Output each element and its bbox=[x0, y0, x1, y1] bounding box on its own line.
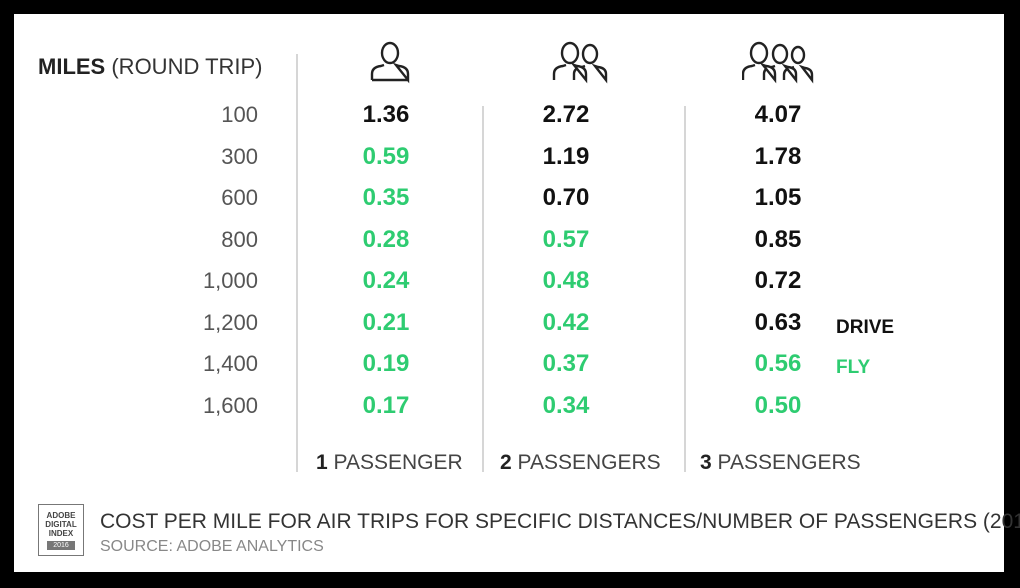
table-cell: 0.37 bbox=[542, 350, 590, 377]
row-header-bold: MILES bbox=[38, 54, 106, 79]
table-cell: 0.85 bbox=[754, 225, 802, 253]
table-cell: 0.21 bbox=[362, 308, 410, 336]
col-label-3: 3 PASSENGERS bbox=[700, 451, 861, 475]
one-person-icon bbox=[370, 41, 410, 84]
table-cell: 0.35 bbox=[362, 184, 410, 211]
table-cell: 0.63 bbox=[754, 308, 802, 336]
col-text-3: PASSENGERS bbox=[717, 451, 861, 474]
source-note: SOURCE: ADOBE ANALYTICS bbox=[100, 538, 324, 555]
row-label: 300 bbox=[221, 143, 258, 169]
table-cell: 0.24 bbox=[362, 267, 410, 294]
badge-year: 2016 bbox=[47, 541, 75, 550]
legend-drive: DRIVE bbox=[836, 317, 895, 338]
table-cell: 0.57 bbox=[542, 225, 590, 253]
row-label: 1,400 bbox=[202, 351, 258, 376]
table-cell: 0.17 bbox=[362, 391, 410, 419]
table-cell: 0.50 bbox=[754, 391, 802, 419]
table-cell: 1.19 bbox=[542, 142, 590, 170]
table-cell: 1.05 bbox=[754, 184, 802, 211]
badge-line-2: DIGITAL bbox=[45, 520, 77, 529]
divider-col2 bbox=[482, 106, 484, 472]
row-label: 1,000 bbox=[202, 268, 258, 293]
col-text-2: PASSENGERS bbox=[517, 451, 661, 474]
infographic-card: MILES (ROUND TRIP) 100 300 600 800 1,000 1,20… bbox=[14, 14, 1020, 572]
three-people-icon bbox=[742, 41, 814, 84]
table-cell: 0.56 bbox=[754, 350, 802, 377]
table-cell: 0.48 bbox=[542, 267, 590, 294]
col-label-2: 2 PASSENGERS bbox=[500, 451, 661, 475]
divider-col3 bbox=[684, 106, 686, 472]
table-cell: 2.72 bbox=[542, 101, 590, 128]
col-num-1: 1 bbox=[316, 451, 328, 474]
col-num-3: 3 bbox=[700, 451, 712, 474]
table-cell: 0.34 bbox=[542, 391, 590, 419]
table-cell: 1.36 bbox=[362, 101, 410, 128]
caption: COST PER MILE FOR AIR TRIPS FOR SPECIFIC… bbox=[100, 510, 1020, 533]
badge-line-1: ADOBE bbox=[46, 511, 76, 520]
legend-fly: FLY bbox=[836, 357, 871, 378]
row-label: 1,200 bbox=[202, 309, 258, 335]
table-cell: 0.19 bbox=[362, 350, 410, 377]
row-header: MILES (ROUND TRIP) bbox=[38, 54, 263, 80]
row-label: 100 bbox=[221, 102, 258, 127]
col-label-1: 1 PASSENGER bbox=[316, 451, 463, 475]
table-cell: 0.28 bbox=[362, 225, 410, 253]
row-label: 1,600 bbox=[202, 392, 258, 418]
table-cell: 0.72 bbox=[754, 267, 802, 294]
row-label: 800 bbox=[221, 226, 258, 252]
col-text-1: PASSENGER bbox=[333, 451, 463, 474]
table-cell: 0.59 bbox=[362, 142, 410, 170]
divider-main bbox=[296, 54, 298, 472]
col-num-2: 2 bbox=[500, 451, 512, 474]
table-cell: 0.70 bbox=[542, 184, 590, 211]
two-people-icon bbox=[552, 41, 608, 84]
table-cell: 1.78 bbox=[754, 142, 802, 170]
row-header-rest: (ROUND TRIP) bbox=[111, 54, 263, 79]
table-cell: 0.42 bbox=[542, 308, 590, 336]
badge-line-3: INDEX bbox=[48, 529, 74, 538]
adobe-digital-index-logo: ADOBE DIGITAL INDEX 2016 bbox=[38, 504, 84, 556]
row-label: 600 bbox=[221, 185, 258, 210]
table-cell: 4.07 bbox=[754, 101, 802, 128]
